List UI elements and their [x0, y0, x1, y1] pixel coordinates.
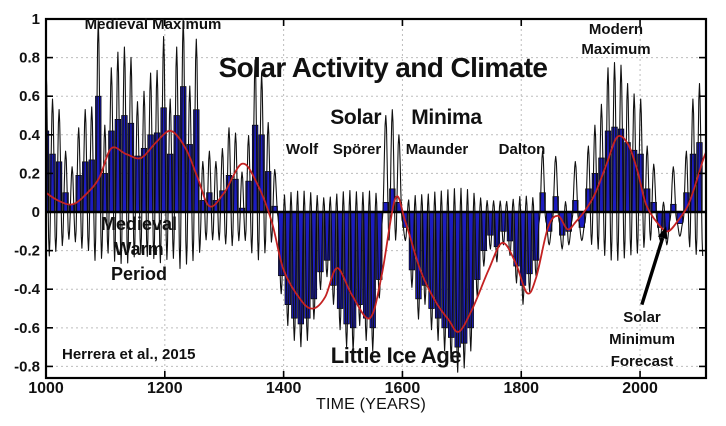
forecast-arrow-head [657, 226, 668, 240]
y-tick-label: 0 [32, 204, 40, 221]
modern-maximum-line1: Modern [588, 21, 644, 38]
y-tick-label: 1 [32, 11, 40, 28]
y-tick-label: -0.4 [14, 281, 41, 298]
y-tick-label: -0.6 [14, 320, 40, 337]
mwp-line2: Warm [114, 239, 164, 259]
solar-minimum-forecast-label: Solar Minimum Forecast [609, 307, 675, 373]
y-tick-label: 0.2 [19, 165, 40, 182]
plot-area [46, 19, 706, 373]
x-axis-label: TIME (YEARS) [316, 396, 426, 413]
maunder-minimum-label: Maunder [405, 141, 469, 158]
x-tick-label: 1000 [28, 380, 64, 397]
y-tick-label: 0.4 [19, 127, 41, 144]
forecast-line1: Solar [623, 309, 661, 326]
y-tick-label: -0.8 [14, 358, 40, 375]
trend-line [46, 129, 706, 333]
x-tick-label: 1400 [266, 380, 302, 397]
y-tick-label: -0.2 [14, 243, 40, 260]
medieval-warm-period-label: Medieval Warm Period [101, 212, 177, 287]
x-tick-label: 1200 [147, 380, 183, 397]
chart-title: Solar Activity and Climate [218, 52, 548, 83]
dalton-minimum-label: Dalton [498, 141, 546, 158]
little-ice-age-label: Little Ice Age [330, 343, 462, 368]
axes-box [44, 17, 708, 380]
medieval-maximum-label: Medieval Maximum [84, 16, 222, 33]
mwp-line1: Medieval [100, 214, 178, 234]
solar-minima-word2: Minima [411, 106, 482, 129]
y-tick-label: 0.6 [19, 88, 40, 105]
x-tick-label: 1600 [385, 380, 421, 397]
solar-minima-heading: Solar Minima [330, 106, 482, 130]
mwp-line3: Period [110, 264, 168, 284]
wolf-minimum-label: Wolf [285, 141, 319, 158]
x-tick-label: 1800 [503, 380, 539, 397]
forecast-line2: Minimum [609, 331, 675, 348]
tick-marks [45, 18, 706, 378]
x-tick-labels: 1000 1200 1400 1600 1800 2000 [28, 380, 658, 397]
y-tick-label: 0.8 [19, 50, 40, 67]
x-tick-label: 2000 [622, 380, 658, 397]
source-credit: Herrera et al., 2015 [62, 346, 196, 363]
forecast-line3: Forecast [610, 353, 674, 370]
solar-minima-word1: Solar [330, 106, 382, 129]
modern-maximum-line2: Maximum [581, 41, 651, 58]
forecast-arrow-shaft [640, 237, 665, 306]
y-tick-labels: 1 0.8 0.6 0.4 0.2 0 -0.2 -0.4 -0.6 -0.8 [14, 11, 41, 375]
sporer-minimum-label: Spörer [332, 141, 382, 158]
modern-maximum-label: Modern Maximum [581, 20, 650, 60]
